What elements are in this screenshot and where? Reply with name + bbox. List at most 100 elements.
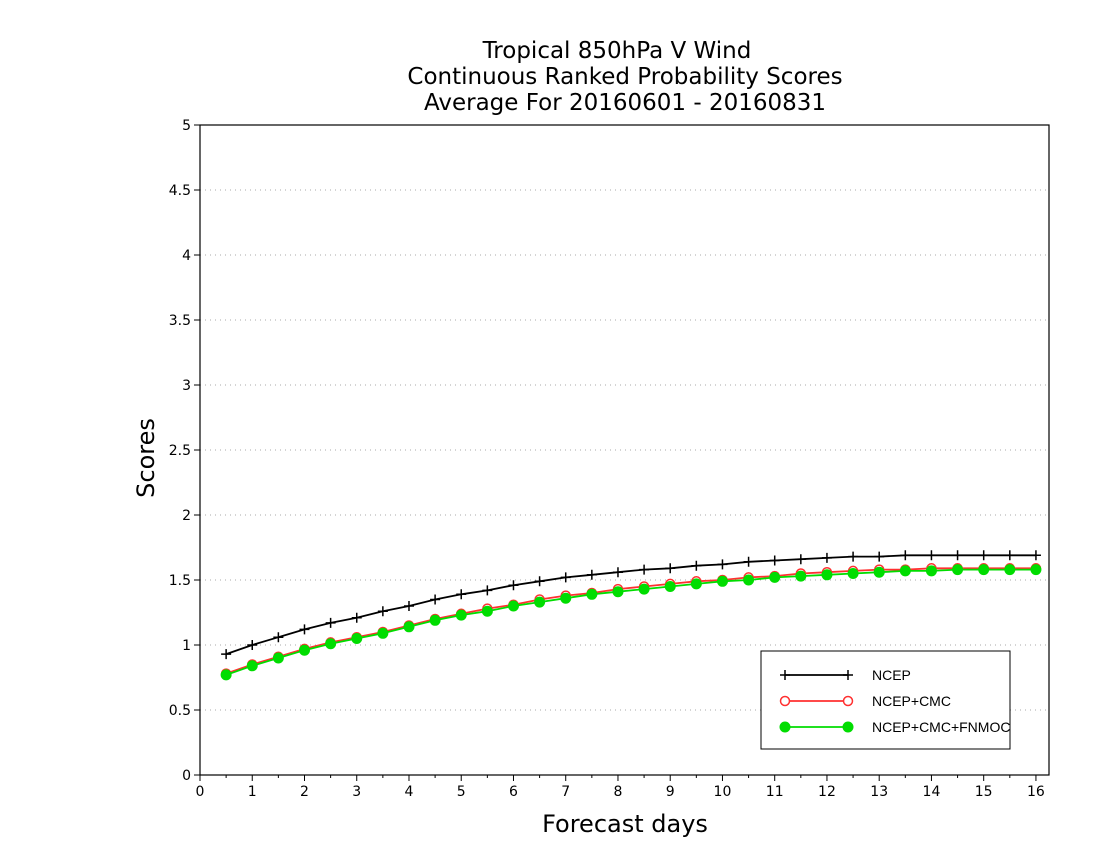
legend-entry: NCEP+CMC	[779, 693, 951, 709]
x-tick-label: 12	[818, 784, 836, 800]
y-tick-label: 1	[182, 638, 191, 654]
y-tick-label: 4	[182, 248, 191, 264]
legend-entry: NCEP	[780, 667, 911, 683]
data-point	[481, 605, 493, 617]
data-point	[272, 652, 284, 664]
x-tick-label: 3	[352, 784, 361, 800]
x-tick-label: 8	[614, 784, 623, 800]
data-point	[534, 596, 546, 608]
data-point	[429, 614, 441, 626]
data-point	[403, 601, 414, 611]
series-ncep	[221, 550, 1041, 660]
data-point	[978, 564, 990, 576]
y-tick-label: 0.5	[169, 703, 191, 719]
data-point	[534, 576, 545, 587]
data-point	[1030, 550, 1041, 561]
data-point	[795, 570, 807, 582]
data-point	[717, 559, 728, 570]
x-axis-ticks: 0 1 2 3 4 5 6 7 8 9 10 11 12 13 14 15 16	[196, 775, 1045, 800]
data-point	[247, 640, 258, 650]
legend-label: NCEP+CMC	[872, 693, 951, 709]
y-tick-label: 3.5	[169, 313, 191, 329]
legend-marker	[779, 695, 791, 707]
legend-marker	[843, 670, 853, 680]
title-line-1: Tropical 850hPa V Wind	[482, 38, 752, 64]
data-point	[455, 609, 467, 621]
y-gridlines	[200, 189, 1049, 711]
data-point	[639, 564, 650, 575]
data-point	[612, 567, 623, 578]
title-line-3: Average For 20160601 - 20160831	[424, 90, 826, 116]
x-tick-label: 15	[975, 784, 993, 800]
data-point	[351, 612, 362, 623]
data-point	[482, 585, 493, 596]
x-tick-label: 4	[405, 784, 414, 800]
data-point	[795, 554, 806, 565]
legend-marker	[842, 695, 854, 707]
data-point	[430, 594, 441, 605]
data-point	[900, 550, 911, 561]
data-point	[665, 563, 676, 574]
plot-frame	[199, 124, 1050, 776]
data-point	[952, 564, 964, 576]
data-point	[847, 568, 859, 579]
x-tick-label: 14	[923, 784, 941, 800]
y-tick-label: 0	[182, 768, 191, 784]
x-tick-label: 9	[666, 784, 675, 800]
data-point	[926, 550, 937, 561]
x-tick-label: 0	[196, 784, 205, 800]
data-point	[952, 550, 963, 561]
data-point	[586, 588, 598, 600]
data-point	[925, 565, 937, 577]
x-tick-label: 2	[300, 784, 309, 800]
data-point	[664, 581, 676, 592]
data-point	[273, 632, 284, 643]
series-layer	[220, 550, 1042, 681]
x-tick-label: 10	[714, 784, 732, 800]
y-tick-label: 4.5	[169, 183, 191, 199]
data-point	[690, 578, 702, 590]
y-tick-label: 2	[182, 508, 191, 524]
data-point	[612, 586, 624, 598]
data-point	[325, 617, 336, 628]
data-point	[1030, 564, 1042, 576]
legend-label: NCEP	[872, 667, 911, 683]
data-point	[586, 569, 597, 580]
data-point	[403, 621, 415, 633]
data-point	[246, 660, 258, 672]
legend-label: NCEP+CMC+FNMOC	[872, 719, 1010, 735]
data-point	[1004, 564, 1016, 576]
data-point	[873, 566, 885, 578]
data-point	[299, 624, 310, 635]
y-axis-label: Scores	[132, 418, 160, 498]
data-point	[507, 600, 519, 612]
data-point	[716, 575, 728, 587]
series-ncep-cmc-fnmoc	[220, 564, 1042, 681]
data-point	[769, 571, 781, 583]
data-point	[560, 572, 571, 583]
data-point	[899, 565, 911, 577]
data-point	[769, 555, 780, 566]
data-point	[220, 669, 232, 681]
data-point	[848, 551, 859, 562]
data-point	[351, 633, 363, 644]
data-point	[691, 560, 702, 571]
data-point	[821, 569, 833, 581]
data-point	[221, 649, 232, 660]
chart-title: Tropical 850hPa V Wind Continuous Ranked…	[407, 38, 842, 116]
legend-box	[760, 650, 1011, 750]
data-point	[638, 583, 650, 595]
data-point	[560, 592, 572, 604]
x-tick-label: 13	[870, 784, 888, 800]
data-point	[298, 644, 310, 656]
legend-entry: NCEP+CMC+FNMOC	[779, 719, 1010, 735]
data-point	[743, 574, 755, 586]
data-point	[508, 580, 519, 591]
legend-marker	[780, 670, 790, 680]
data-point	[456, 589, 467, 600]
y-tick-label: 2.5	[169, 443, 191, 459]
y-tick-label: 1.5	[169, 573, 191, 589]
data-point	[1004, 550, 1015, 561]
data-point	[978, 550, 989, 561]
